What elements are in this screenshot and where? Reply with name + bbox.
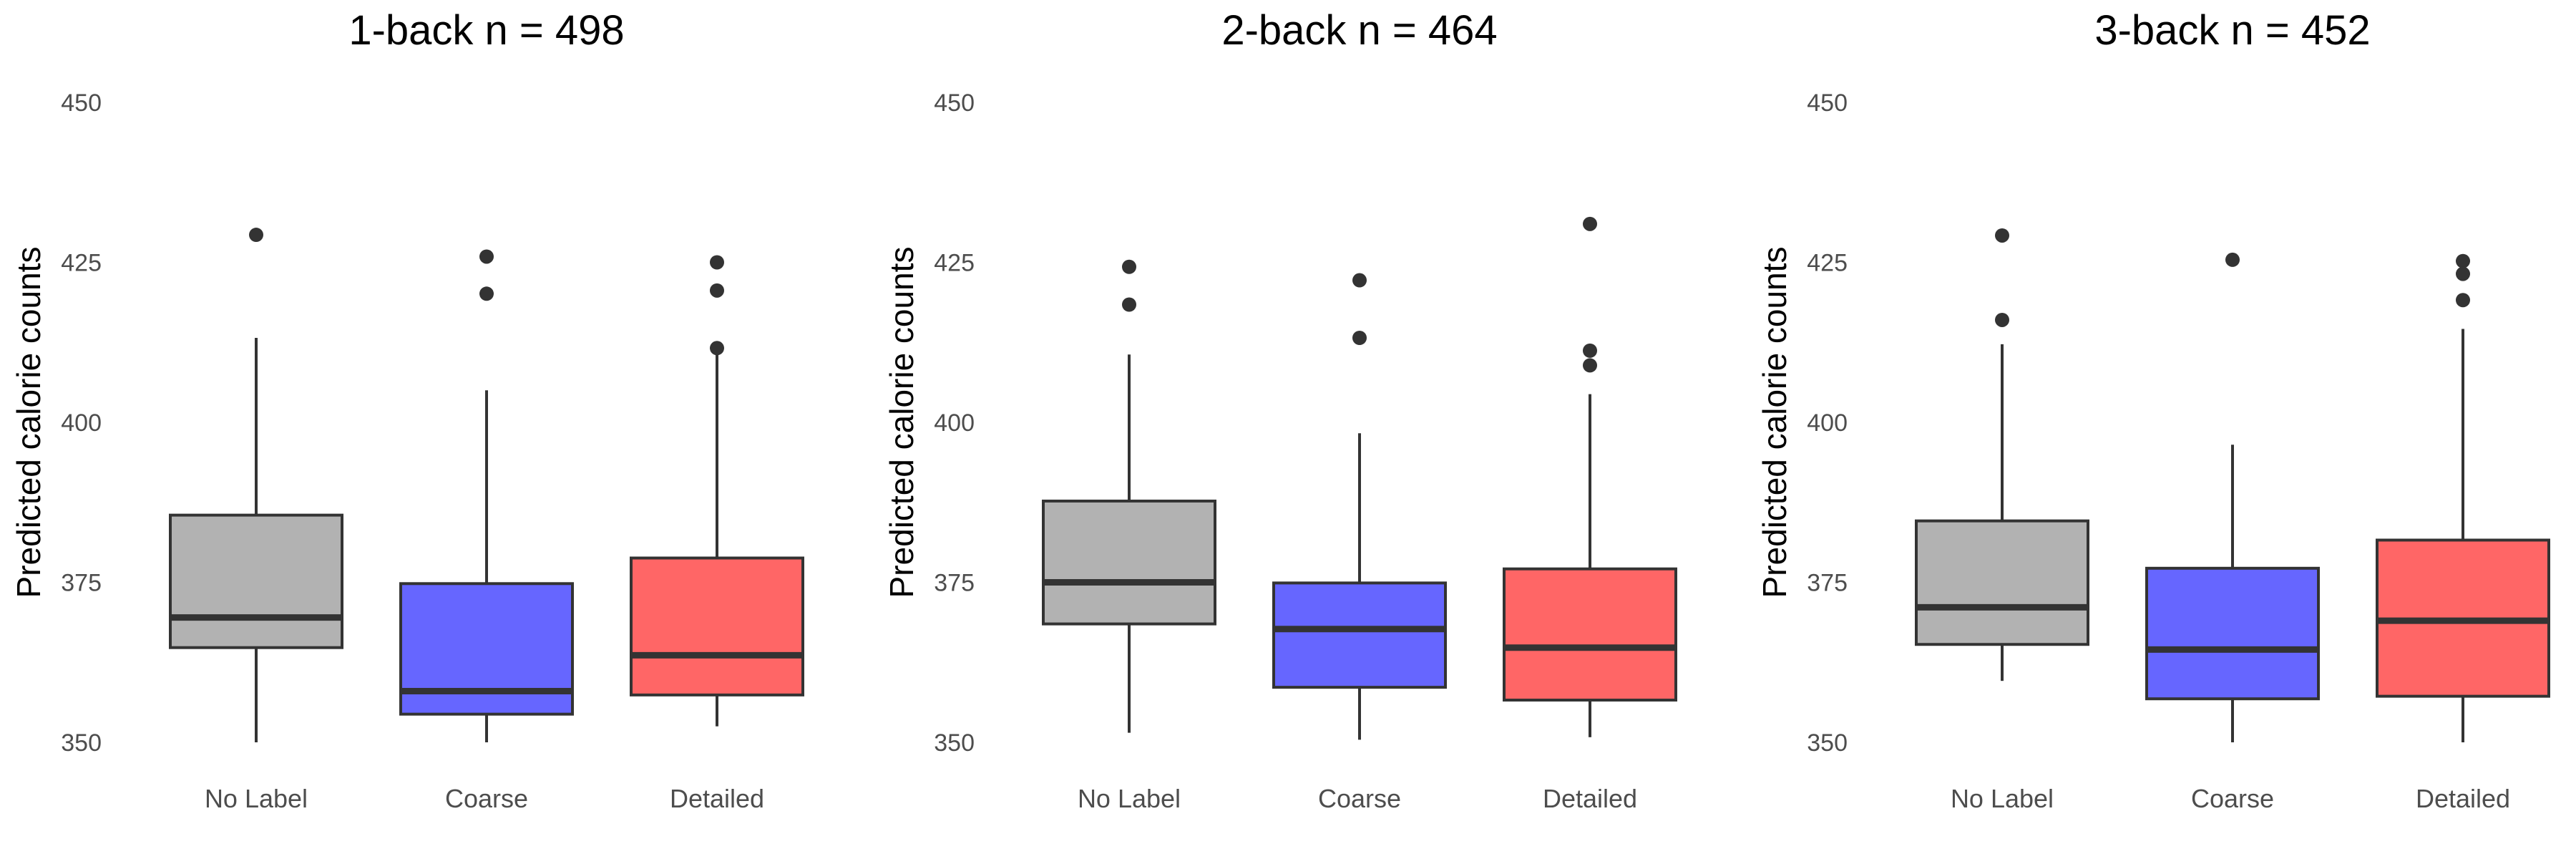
x-category-label: No Label <box>1951 784 2054 813</box>
x-category-label: Detailed <box>1543 784 1637 813</box>
y-tick-label: 375 <box>934 570 975 597</box>
outlier-point <box>2456 293 2470 308</box>
panel-title: 1-back n = 498 <box>348 7 624 54</box>
y-tick-label: 400 <box>1807 409 1848 437</box>
box-detailed <box>630 556 804 697</box>
box-coarse <box>399 582 574 716</box>
y-tick-label: 450 <box>1807 89 1848 117</box>
outlier-point <box>249 228 263 243</box>
outlier-point <box>1352 273 1367 288</box>
outlier-point <box>1995 228 2009 243</box>
outlier-point <box>710 341 724 356</box>
y-tick-label: 375 <box>61 570 102 597</box>
outlier-point <box>1352 330 1367 345</box>
panel-title: 2-back n = 464 <box>1221 7 1497 54</box>
outlier-point <box>479 286 494 301</box>
x-category-label: Coarse <box>1318 784 1401 813</box>
outlier-point <box>710 255 724 270</box>
y-tick-label: 450 <box>934 89 975 117</box>
x-category-label: Detailed <box>670 784 764 813</box>
outlier-point <box>1995 312 2009 327</box>
x-category-label: No Label <box>1078 784 1181 813</box>
x-category-label: Coarse <box>2191 784 2274 813</box>
box-detailed <box>1503 567 1677 702</box>
y-tick-label: 350 <box>934 729 975 757</box>
x-category-label: Detailed <box>2416 784 2510 813</box>
box-no-label <box>1915 519 2089 646</box>
y-tick-label: 450 <box>61 89 102 117</box>
y-axis-label: Predicted calorie counts <box>883 247 920 598</box>
y-tick-label: 425 <box>934 250 975 277</box>
box-no-label <box>169 513 343 649</box>
outlier-point <box>2456 253 2470 268</box>
outlier-point <box>2225 252 2240 267</box>
box-no-label <box>1042 499 1216 626</box>
y-axis-label: Predicted calorie counts <box>10 247 47 598</box>
outlier-point <box>479 249 494 264</box>
box-coarse <box>2145 566 2320 701</box>
outlier-point <box>710 283 724 298</box>
y-tick-label: 350 <box>1807 729 1848 757</box>
y-tick-label: 350 <box>61 729 102 757</box>
y-axis-label: Predicted calorie counts <box>1756 247 1793 598</box>
outlier-point <box>1583 343 1597 358</box>
x-category-label: No Label <box>205 784 308 813</box>
x-category-label: Coarse <box>445 784 528 813</box>
y-tick-label: 400 <box>934 409 975 437</box>
y-tick-label: 400 <box>61 409 102 437</box>
outlier-point <box>1583 216 1597 231</box>
y-tick-label: 425 <box>61 250 102 277</box>
outlier-point <box>1122 259 1136 274</box>
box-coarse <box>1272 581 1447 689</box>
outlier-point <box>2456 266 2470 281</box>
y-tick-label: 425 <box>1807 250 1848 277</box>
panel-title: 3-back n = 452 <box>2094 7 2370 54</box>
y-tick-label: 375 <box>1807 570 1848 597</box>
outlier-point <box>1583 358 1597 373</box>
outlier-point <box>1122 297 1136 312</box>
